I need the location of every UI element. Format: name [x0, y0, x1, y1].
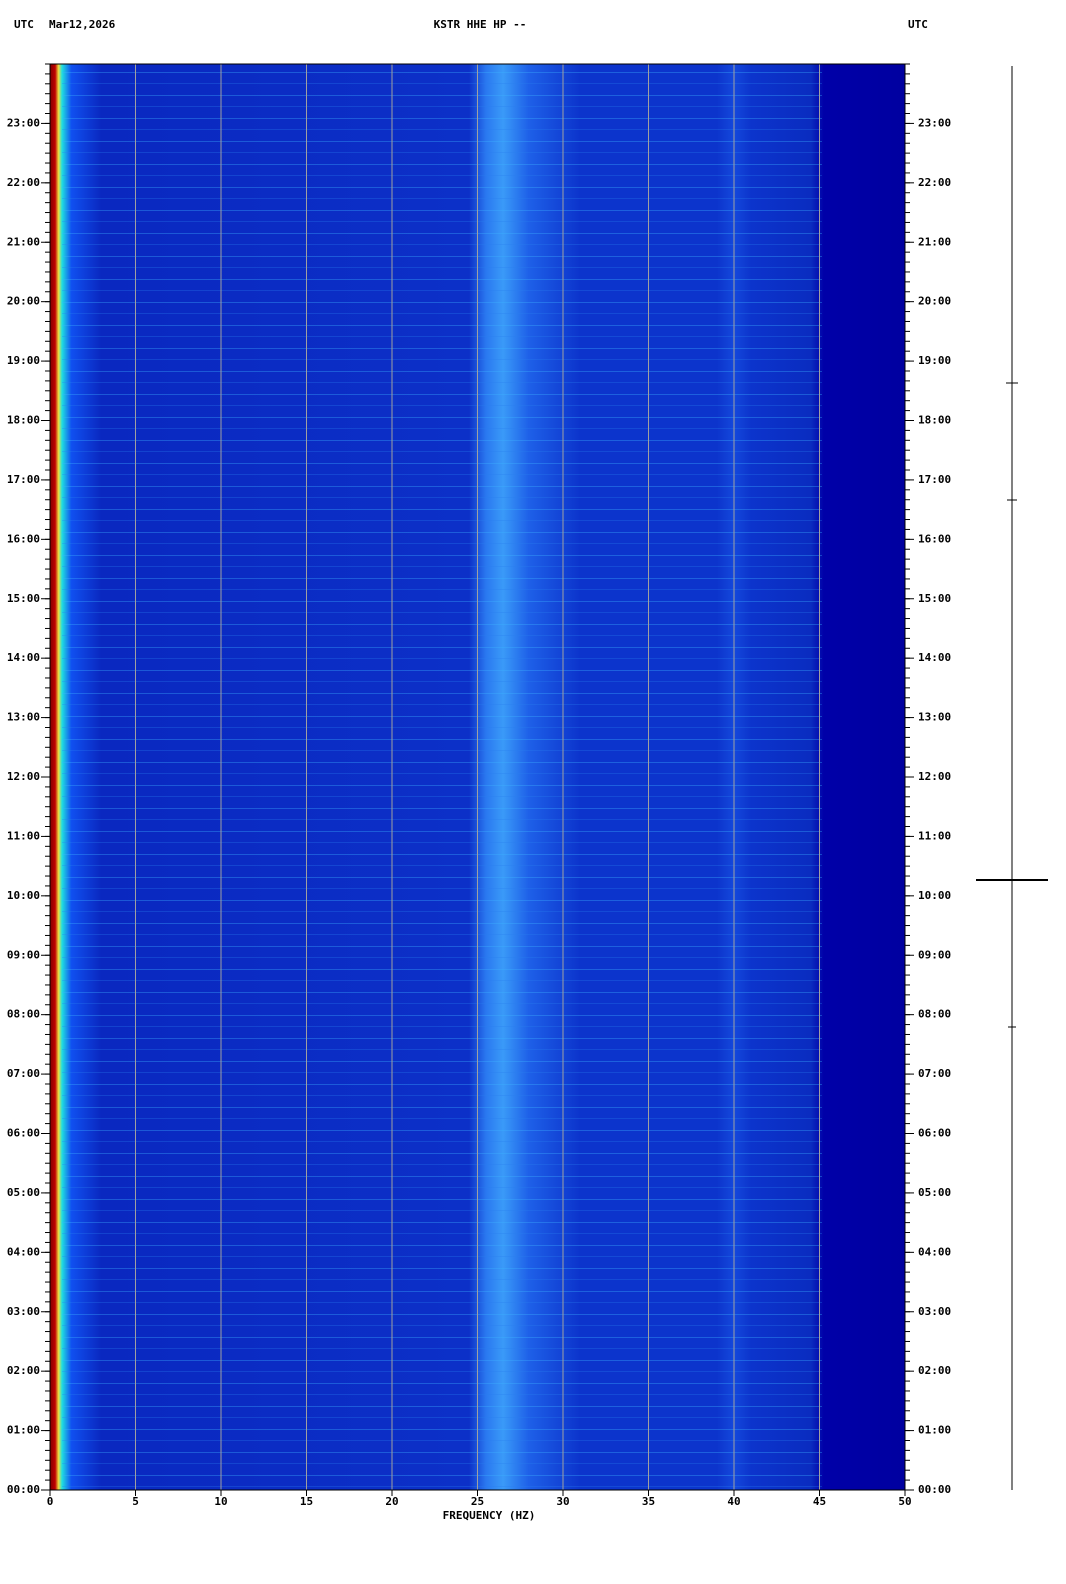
y-tick-label: 06:00 — [918, 1127, 951, 1140]
y-tick-label: 17:00 — [7, 473, 40, 486]
y-tick-label: 14:00 — [7, 651, 40, 664]
y-tick-label: 15:00 — [918, 592, 951, 605]
seismogram-trace — [976, 66, 1048, 1490]
plot-frame — [49, 63, 906, 1491]
x-axis-label: FREQUENCY (HZ) — [443, 1509, 536, 1522]
y-tick-label: 11:00 — [7, 829, 40, 842]
y-tick-label: 03:00 — [918, 1305, 951, 1318]
y-tick-label: 04:00 — [7, 1245, 40, 1258]
y-tick-label: 07:00 — [918, 1067, 951, 1080]
y-tick-label: 21:00 — [7, 235, 40, 248]
y-tick-label: 04:00 — [918, 1245, 951, 1258]
y-tick-label: 05:00 — [918, 1186, 951, 1199]
x-tick-label: 40 — [727, 1495, 740, 1508]
y-tick-label: 17:00 — [918, 473, 951, 486]
x-tick-label: 50 — [898, 1495, 911, 1508]
y-tick-label: 16:00 — [7, 532, 40, 545]
y-tick-label: 14:00 — [918, 651, 951, 664]
x-tick-label: 30 — [556, 1495, 569, 1508]
x-tick-label: 0 — [47, 1495, 54, 1508]
y-tick-label: 22:00 — [918, 176, 951, 189]
y-tick-label: 12:00 — [918, 770, 951, 783]
y-tick-label: 13:00 — [7, 711, 40, 724]
y-tick-label: 05:00 — [7, 1186, 40, 1199]
y-tick-label: 16:00 — [918, 532, 951, 545]
y-tick-label: 02:00 — [7, 1364, 40, 1377]
y-tick-label: 12:00 — [7, 770, 40, 783]
y-tick-label: 10:00 — [7, 889, 40, 902]
chart-title: KSTR HHE HP -- — [434, 18, 527, 31]
y-tick-label: 23:00 — [918, 116, 951, 129]
y-tick-label: 09:00 — [7, 948, 40, 961]
y-tick-label: 09:00 — [918, 948, 951, 961]
y-tick-label: 18:00 — [7, 414, 40, 427]
y-tick-label: 20:00 — [7, 295, 40, 308]
y-tick-label: 01:00 — [918, 1424, 951, 1437]
y-tick-label: 01:00 — [7, 1424, 40, 1437]
y-tick-label: 06:00 — [7, 1127, 40, 1140]
y-tick-label: 19:00 — [7, 354, 40, 367]
y-tick-label: 20:00 — [918, 295, 951, 308]
x-tick-label: 10 — [214, 1495, 227, 1508]
y-tick-label: 11:00 — [918, 829, 951, 842]
y-tick-label: 13:00 — [918, 711, 951, 724]
x-tick-label: 25 — [471, 1495, 484, 1508]
spectrogram-texture — [62, 64, 822, 1490]
x-tick-label: 35 — [642, 1495, 655, 1508]
y-tick-label: 15:00 — [7, 592, 40, 605]
y-tick-label: 00:00 — [7, 1483, 40, 1496]
timezone-label: UTC — [908, 18, 928, 31]
x-tick-label: 45 — [813, 1495, 826, 1508]
timezone-label: UTC — [14, 18, 34, 31]
y-tick-label: 00:00 — [918, 1483, 951, 1496]
y-tick-label: 08:00 — [918, 1008, 951, 1021]
x-tick-label: 15 — [300, 1495, 313, 1508]
y-tick-label: 07:00 — [7, 1067, 40, 1080]
y-tick-label: 08:00 — [7, 1008, 40, 1021]
y-tick-label: 23:00 — [7, 116, 40, 129]
x-tick-label: 20 — [385, 1495, 398, 1508]
date: Mar12,2026 — [49, 18, 116, 31]
y-tick-label: 18:00 — [918, 414, 951, 427]
x-tick-label: 5 — [132, 1495, 139, 1508]
y-tick-label: 02:00 — [918, 1364, 951, 1377]
y-tick-label: 19:00 — [918, 354, 951, 367]
y-tick-label: 10:00 — [918, 889, 951, 902]
y-tick-label: 21:00 — [918, 235, 951, 248]
y-tick-label: 03:00 — [7, 1305, 40, 1318]
y-tick-label: 22:00 — [7, 176, 40, 189]
